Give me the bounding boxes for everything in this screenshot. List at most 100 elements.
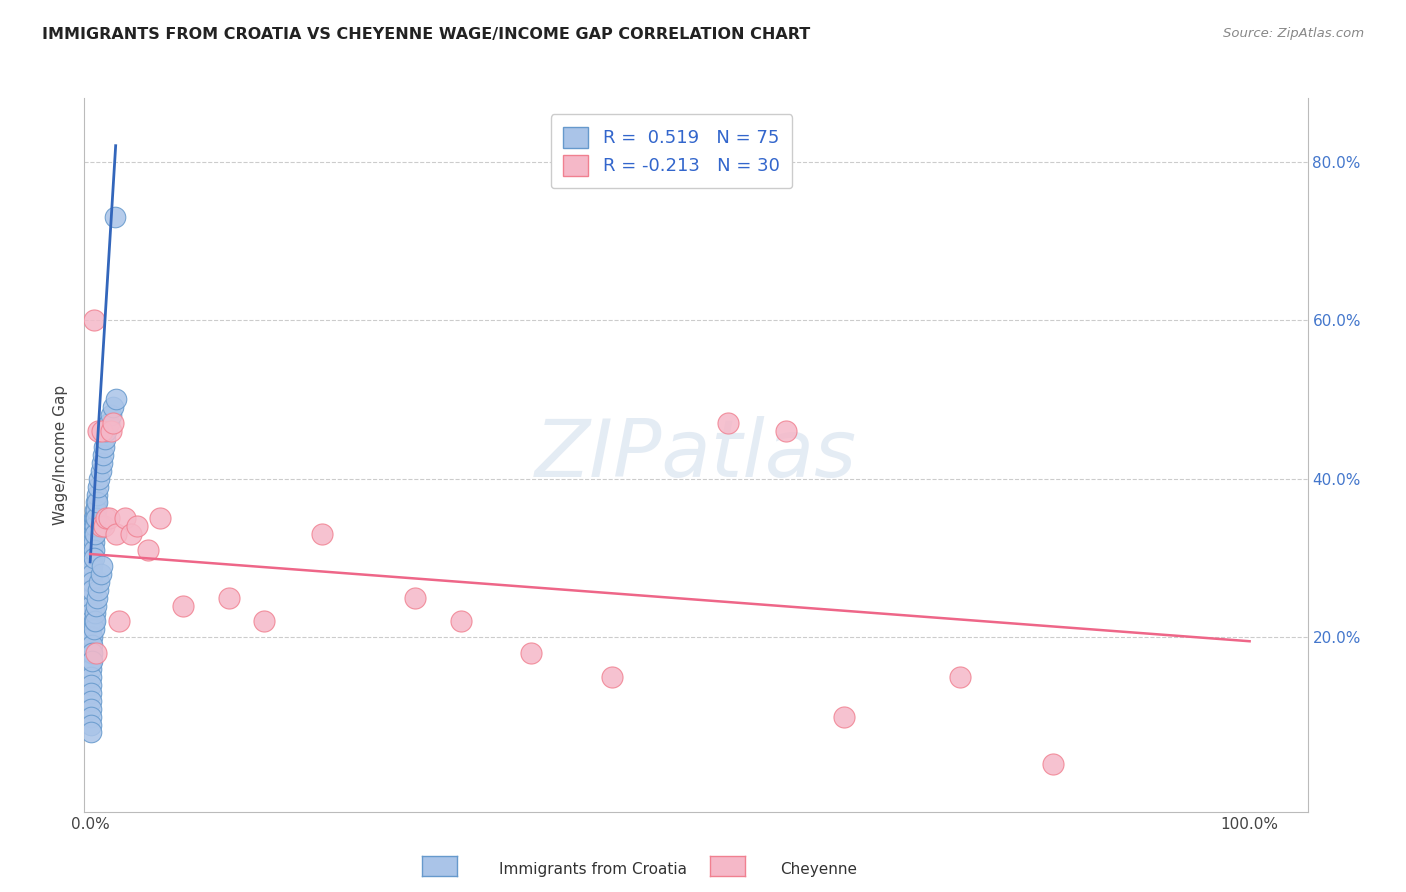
Point: [80, 623, 103, 637]
Point: [89, 472, 111, 486]
Point: [404, 591, 426, 605]
Point: [80, 551, 103, 566]
Point: [949, 670, 972, 684]
Point: [80, 717, 103, 731]
Point: [80, 662, 103, 676]
Point: [218, 591, 240, 605]
Point: [97, 511, 120, 525]
Point: [83, 623, 105, 637]
Point: [82, 654, 104, 668]
Point: [80, 527, 103, 541]
Legend: R =  0.519   N = 75, R = -0.213   N = 30: R = 0.519 N = 75, R = -0.213 N = 30: [551, 114, 793, 188]
Point: [90, 456, 112, 470]
Point: [253, 615, 276, 629]
Point: [91, 448, 114, 462]
Point: [80, 701, 103, 715]
Point: [82, 558, 104, 573]
Point: [84, 599, 107, 613]
Point: [108, 615, 131, 629]
Point: [90, 566, 112, 581]
Point: [103, 210, 125, 224]
Point: [82, 566, 104, 581]
Point: [84, 503, 107, 517]
Point: [600, 670, 623, 684]
Point: [83, 527, 105, 541]
Point: [82, 519, 104, 533]
Point: [80, 615, 103, 629]
Point: [136, 543, 159, 558]
Point: [90, 464, 112, 478]
Point: [80, 566, 103, 581]
Point: [125, 519, 148, 533]
Point: [80, 725, 103, 739]
Point: [83, 511, 105, 525]
Point: [83, 511, 105, 525]
Point: [104, 392, 127, 407]
Point: [82, 527, 104, 541]
Point: [84, 495, 107, 509]
Point: [93, 440, 115, 454]
Point: [832, 709, 855, 723]
Point: [80, 582, 103, 597]
Point: [83, 313, 105, 327]
Point: [83, 615, 105, 629]
Point: [82, 574, 104, 589]
Point: [100, 424, 122, 438]
Point: [96, 511, 118, 525]
Point: [120, 527, 142, 541]
Point: [86, 495, 108, 509]
Point: [96, 424, 118, 438]
Point: [90, 519, 112, 533]
Point: [82, 582, 104, 597]
Point: [87, 582, 110, 597]
Point: [89, 574, 111, 589]
Point: [80, 558, 103, 573]
Point: [104, 527, 127, 541]
Text: Source: ZipAtlas.com: Source: ZipAtlas.com: [1223, 27, 1364, 40]
Point: [100, 409, 122, 423]
Point: [103, 416, 125, 430]
Point: [149, 511, 172, 525]
Point: [83, 527, 105, 541]
Point: [80, 646, 103, 660]
Point: [94, 432, 117, 446]
Point: [87, 424, 110, 438]
Point: [84, 511, 107, 525]
Point: [93, 519, 115, 533]
Point: [86, 487, 108, 501]
Point: [80, 535, 103, 549]
Point: [83, 519, 105, 533]
Point: [90, 558, 112, 573]
Point: [114, 511, 136, 525]
Point: [80, 694, 103, 708]
Point: [80, 686, 103, 700]
Point: [82, 630, 104, 644]
Point: [86, 591, 108, 605]
Point: [83, 551, 105, 566]
Point: [80, 654, 103, 668]
Point: [90, 424, 112, 438]
Point: [1042, 757, 1064, 772]
Point: [83, 543, 105, 558]
Point: [87, 480, 110, 494]
Point: [83, 607, 105, 621]
Point: [80, 670, 103, 684]
Point: [82, 551, 104, 566]
Point: [519, 646, 541, 660]
Text: ZIPatlas: ZIPatlas: [534, 416, 858, 494]
Point: [82, 535, 104, 549]
Point: [80, 543, 103, 558]
Point: [97, 416, 120, 430]
Point: [80, 591, 103, 605]
Point: [82, 543, 104, 558]
Text: IMMIGRANTS FROM CROATIA VS CHEYENNE WAGE/INCOME GAP CORRELATION CHART: IMMIGRANTS FROM CROATIA VS CHEYENNE WAGE…: [42, 27, 810, 42]
Point: [775, 424, 797, 438]
Point: [103, 401, 125, 415]
Point: [450, 615, 472, 629]
Text: Immigrants from Croatia: Immigrants from Croatia: [499, 863, 688, 877]
Point: [83, 535, 105, 549]
Point: [83, 519, 105, 533]
Point: [80, 630, 103, 644]
Point: [82, 646, 104, 660]
Point: [717, 416, 740, 430]
